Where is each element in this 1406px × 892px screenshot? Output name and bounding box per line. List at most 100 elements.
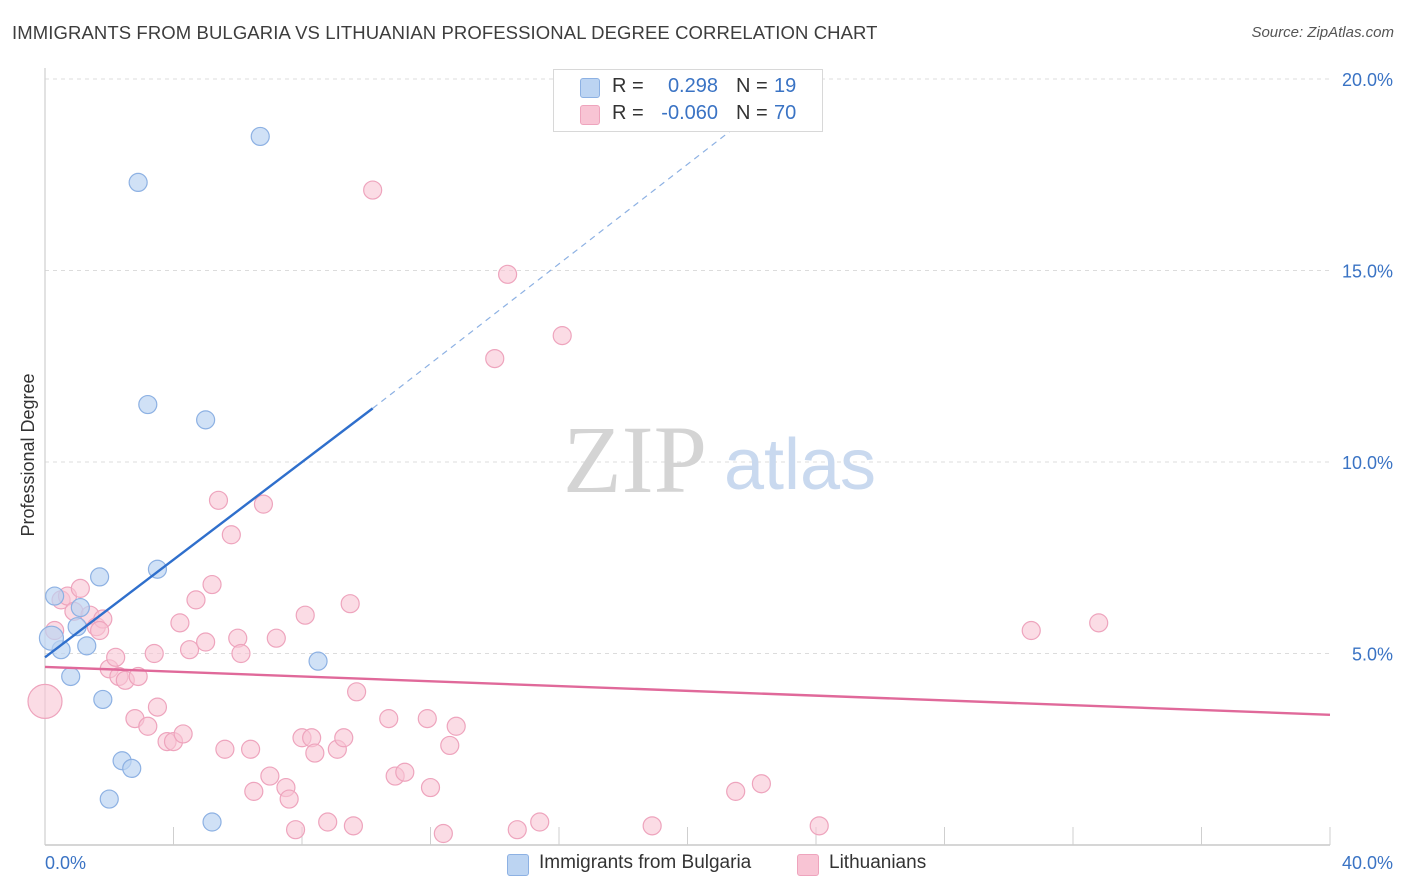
lithuanians-point (379, 709, 399, 729)
watermark-atlas: atlas (724, 425, 876, 505)
lithuanians-point (147, 697, 168, 717)
lithuanians-point (186, 590, 206, 610)
lithuanians-point (179, 640, 200, 660)
lithuanians-point (231, 643, 251, 664)
lithuanians-point (128, 666, 148, 687)
lithuanians-point (173, 724, 193, 744)
lithuanians-point (208, 490, 229, 510)
lithuanians-point (144, 643, 164, 664)
bulgaria-point (250, 126, 270, 147)
bulgaria-point (99, 789, 119, 809)
lithuanians-points (27, 180, 1109, 844)
chart-title: IMMIGRANTS FROM BULGARIA VS LITHUANIAN P… (12, 22, 878, 43)
lithuanians-point (221, 525, 241, 545)
y-tick-label: 15.0% (1342, 262, 1393, 282)
legend-n-label: N = (736, 75, 768, 97)
lithuanians-point (215, 739, 235, 759)
bulgaria-trend-line (44, 407, 374, 659)
x-tick-label: 0.0% (45, 853, 86, 873)
lithuanians-legend-swatch (797, 854, 819, 876)
lithuanians-point (417, 709, 437, 729)
bulgaria-point (61, 666, 81, 687)
lithuanians-point (295, 605, 315, 625)
grid-lines (45, 78, 1330, 654)
lithuanians-point (305, 743, 325, 763)
y-tick-label: 5.0% (1352, 645, 1393, 665)
lithuanians-point (241, 739, 261, 759)
bulgaria-point (45, 586, 65, 606)
bulgaria-point (77, 636, 97, 656)
legend-r-label: R = (612, 75, 644, 97)
lithuanians-point (440, 735, 460, 756)
lithuanians-point (751, 774, 771, 794)
lithuanians-point (27, 683, 63, 719)
legend-r-value: 0.298 (667, 75, 718, 97)
lithuanians-point (260, 766, 280, 786)
lithuanians-point (1021, 620, 1041, 641)
bulgaria-point (122, 758, 142, 779)
watermark-zip: ZIP (563, 406, 707, 513)
lithuanians-point (106, 647, 126, 667)
bulgaria-point (38, 625, 65, 651)
watermark: ZIP atlas (563, 406, 876, 513)
bulgaria-point (128, 172, 148, 193)
lithuanians-point (446, 716, 466, 736)
lithuanians-legend-label: Lithuanians (829, 852, 927, 873)
bulgaria-point (196, 410, 216, 430)
lithuanians-point (1089, 613, 1109, 633)
source-credit: Source: ZipAtlas.com (1251, 24, 1394, 41)
lithuanians-point (279, 789, 299, 809)
legend-r-value: -0.060 (661, 102, 718, 124)
lithuanians-point (202, 574, 222, 595)
correlation-legend: R = 0.298 N = 19 R = -0.060 N = 70 (553, 69, 823, 132)
lithuanians-point (90, 620, 110, 641)
lithuanians-point (340, 594, 360, 614)
lithuanians-point (433, 823, 453, 844)
lithuanians-point (347, 682, 367, 702)
lithuanians-point (420, 777, 441, 798)
bulgaria-point (147, 559, 168, 579)
lithuanians-point (395, 762, 415, 782)
bulgaria-swatch (580, 78, 600, 98)
bulgaria-point (308, 651, 328, 671)
lithuanians-trend-line (44, 665, 1331, 716)
lithuanians-point (196, 632, 216, 652)
lithuanians-point (318, 812, 338, 832)
bulgaria-legend-label: Immigrants from Bulgaria (539, 852, 752, 873)
bulgaria-trend-extension (372, 101, 769, 409)
legend-n-label: N = (736, 102, 768, 124)
lithuanians-point (485, 348, 505, 369)
y-axis-label: Professional Degree (18, 373, 38, 536)
lithuanians-swatch (580, 105, 600, 125)
x-tick-label: 40.0% (1342, 853, 1393, 873)
lithuanians-point (507, 820, 527, 840)
lithuanians-point (285, 820, 306, 840)
lithuanians-point (170, 613, 190, 633)
y-tick-label: 20.0% (1342, 70, 1393, 90)
lithuanians-point (138, 716, 158, 736)
legend-r-label: R = (612, 102, 644, 124)
lithuanians-point (552, 326, 572, 346)
lithuanians-point (266, 628, 286, 648)
bulgaria-point (90, 567, 110, 587)
lithuanians-point (244, 781, 264, 801)
legend-n-value: 19 (774, 75, 797, 97)
bulgaria-point (202, 812, 222, 832)
lithuanians-point (334, 728, 354, 748)
bulgaria-point (138, 394, 158, 415)
bulgaria-point (70, 597, 90, 618)
bulgaria-legend-swatch (507, 854, 529, 876)
lithuanians-point (530, 812, 550, 832)
bulgaria-point (93, 689, 113, 710)
lithuanians-point (343, 816, 363, 836)
lithuanians-point (809, 816, 829, 836)
trend-lines (44, 101, 1331, 716)
lithuanians-point (726, 781, 746, 801)
lithuanians-point (70, 578, 90, 598)
lithuanians-point (253, 494, 274, 514)
bulgaria-points (38, 126, 328, 832)
y-tick-label: 10.0% (1342, 453, 1393, 473)
legend-n-value: 70 (774, 102, 797, 124)
lithuanians-point (363, 180, 383, 200)
